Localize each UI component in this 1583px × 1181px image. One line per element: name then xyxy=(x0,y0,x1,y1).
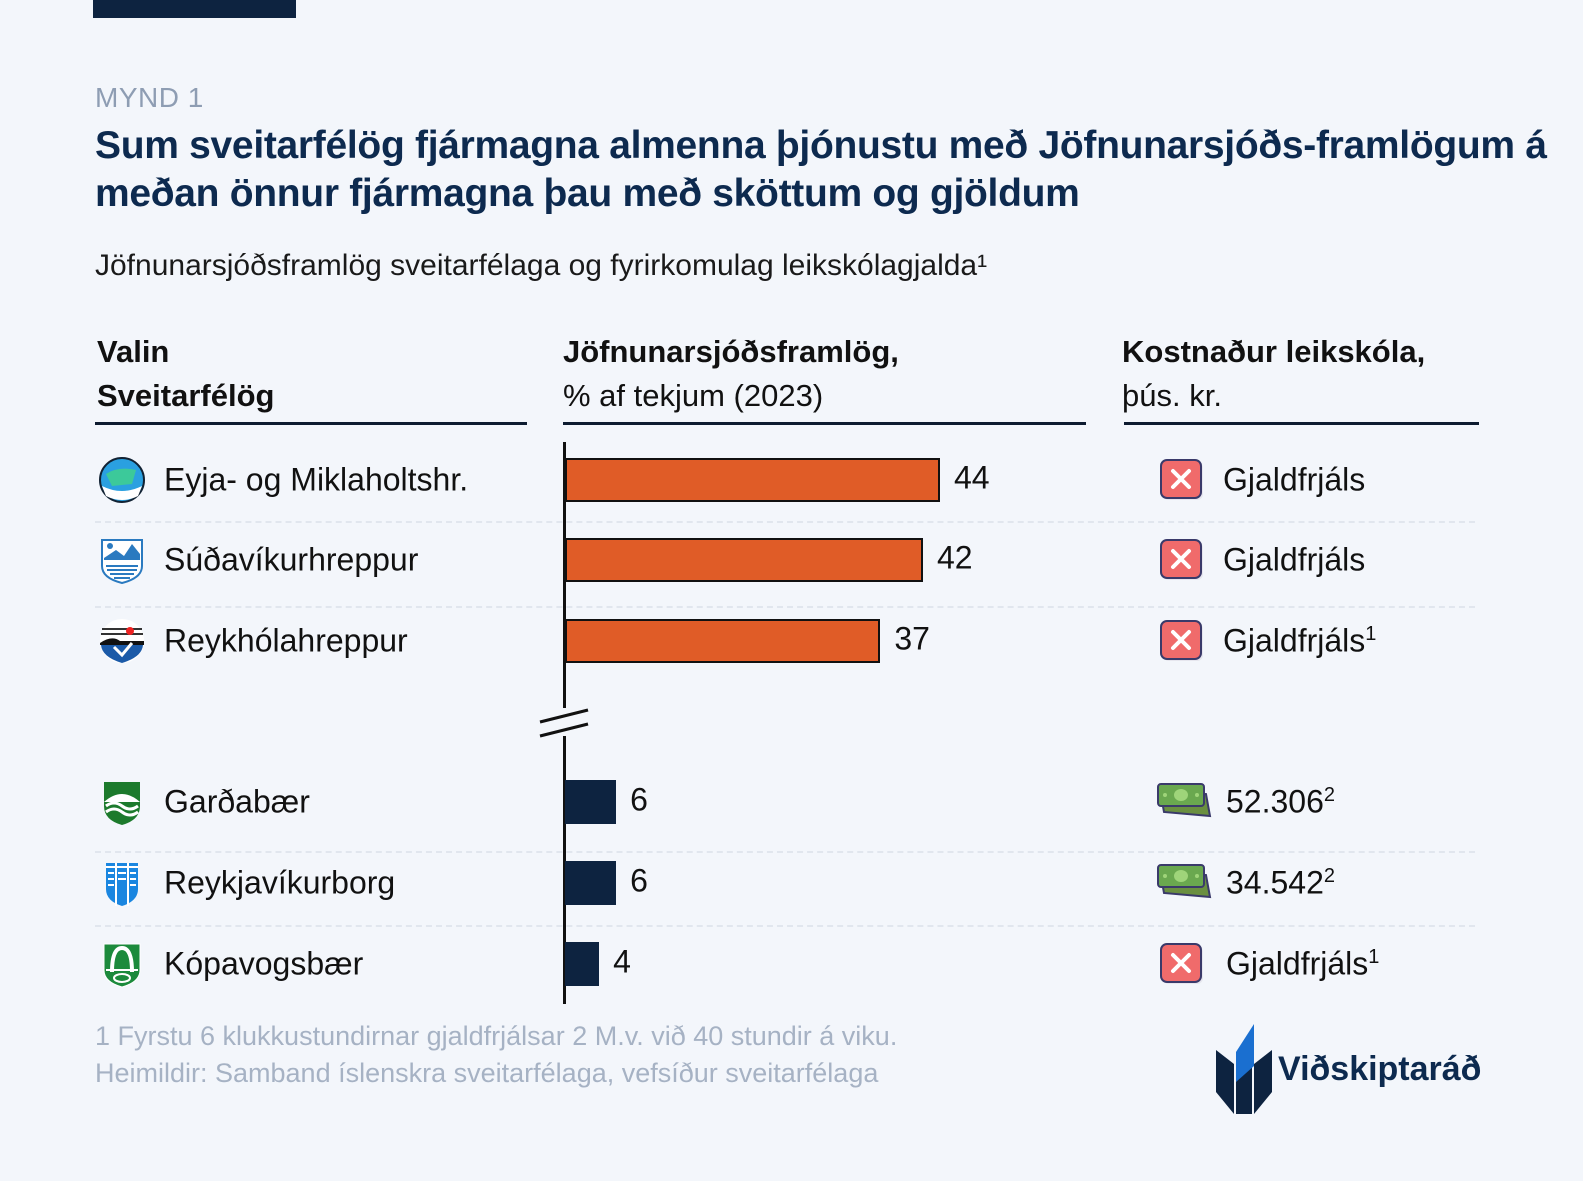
cost-text: 34.542 xyxy=(1226,864,1324,901)
money-icon xyxy=(1156,782,1212,822)
cost-value: Gjaldfrjáls xyxy=(1223,542,1365,579)
row-separator xyxy=(95,851,1475,853)
x-icon xyxy=(1160,459,1204,501)
bar xyxy=(565,458,940,502)
municipality-name: Garðabær xyxy=(164,783,310,820)
cost-value: Gjaldfrjáls1 xyxy=(1223,623,1376,660)
x-icon xyxy=(1160,539,1204,581)
municipality-crest-icon xyxy=(101,539,143,584)
cost-text: Gjaldfrjáls xyxy=(1223,541,1366,578)
bar xyxy=(565,942,600,986)
municipality-crest-icon xyxy=(104,782,140,825)
footnote-marker: 1 xyxy=(1368,945,1380,968)
header-line: % af tekjum (2023) xyxy=(563,378,824,413)
page-title: Sum sveitarfélög fjármagna almenna þjónu… xyxy=(95,124,1547,215)
bar-value-label: 44 xyxy=(954,459,990,496)
municipality-crest-icon xyxy=(99,457,145,503)
municipality-name: Kópavogsbær xyxy=(164,945,364,982)
header-rule xyxy=(1124,422,1479,425)
header-line: Valin xyxy=(97,334,170,369)
header-line: Sveitarfélög xyxy=(97,378,275,413)
cost-value: 52.3062 xyxy=(1226,784,1335,821)
footnotes: 1 Fyrstu 6 klukkustundirnar gjaldfrjálsa… xyxy=(95,1018,1195,1092)
footnote-marker: 1 xyxy=(1365,622,1377,645)
bar-value-label: 42 xyxy=(936,539,973,576)
bar xyxy=(565,780,617,824)
footnote-marker: 2 xyxy=(1323,864,1335,887)
cost-value: 34.5422 xyxy=(1226,865,1335,902)
row-separator xyxy=(95,606,1475,608)
footnote-marker: 2 xyxy=(1323,783,1335,806)
municipality-name: Súðavíkurhreppur xyxy=(164,541,419,578)
row-separator xyxy=(95,521,1475,523)
bar-value-label: 6 xyxy=(630,862,648,899)
header-rule xyxy=(563,422,1086,425)
figure-label: MYND 1 xyxy=(95,82,204,113)
top-accent-bar xyxy=(93,0,296,18)
bar xyxy=(565,619,881,663)
cost-text: Gjaldfrjáls xyxy=(1223,461,1366,498)
municipality-crest-icon xyxy=(100,619,144,663)
money-icon xyxy=(1156,863,1212,903)
cost-text: Gjaldfrjáls xyxy=(1226,945,1369,982)
cost-text: 52.306 xyxy=(1226,783,1324,820)
row-separator xyxy=(95,925,1475,927)
axis-break-icon xyxy=(539,708,589,738)
brand-logo-icon xyxy=(1216,1024,1272,1114)
bar xyxy=(565,861,617,905)
bar-value-label: 37 xyxy=(894,620,930,657)
header-block: Sum sveitarfélög fjármagna almenna þjónu… xyxy=(95,122,1555,284)
cost-value: Gjaldfrjáls xyxy=(1223,462,1365,499)
column-header-equalization: Jöfnunarsjóðsframlög, % af tekjum (2023) xyxy=(563,330,899,418)
header-line: þús. kr. xyxy=(1122,378,1222,413)
subtitle: Jöfnunarsjóðsframlög sveitarfélaga og fy… xyxy=(95,249,988,282)
column-header-municipalities: Valin Sveitarfélög xyxy=(97,330,274,418)
bar xyxy=(565,538,923,582)
bar-value-label: 6 xyxy=(630,781,648,818)
cost-value: Gjaldfrjáls1 xyxy=(1226,946,1379,983)
column-header-cost: Kostnaður leikskóla, þús. kr. xyxy=(1122,330,1425,418)
bar-value-label: 4 xyxy=(613,943,631,980)
x-icon xyxy=(1160,943,1204,985)
footnote: 1 Fyrstu 6 klukkustundirnar gjaldfrjálsa… xyxy=(95,1021,898,1051)
source-note: Heimildir: Samband íslenskra sveitarféla… xyxy=(95,1058,879,1088)
municipality-name: Reykjavíkurborg xyxy=(164,864,396,901)
municipality-crest-icon xyxy=(106,863,138,906)
municipality-name: Reykhólahreppur xyxy=(164,622,408,659)
brand-name: Viðskiptaráð xyxy=(1278,1050,1482,1088)
x-icon xyxy=(1160,620,1204,662)
header-rule xyxy=(95,422,527,425)
municipality-name: Eyja- og Miklaholtshr. xyxy=(164,461,469,498)
cost-text: Gjaldfrjáls xyxy=(1223,622,1366,659)
municipality-crest-icon xyxy=(103,943,141,988)
header-line: Jöfnunarsjóðsframlög, xyxy=(563,334,899,369)
header-line: Kostnaður leikskóla, xyxy=(1122,334,1426,369)
